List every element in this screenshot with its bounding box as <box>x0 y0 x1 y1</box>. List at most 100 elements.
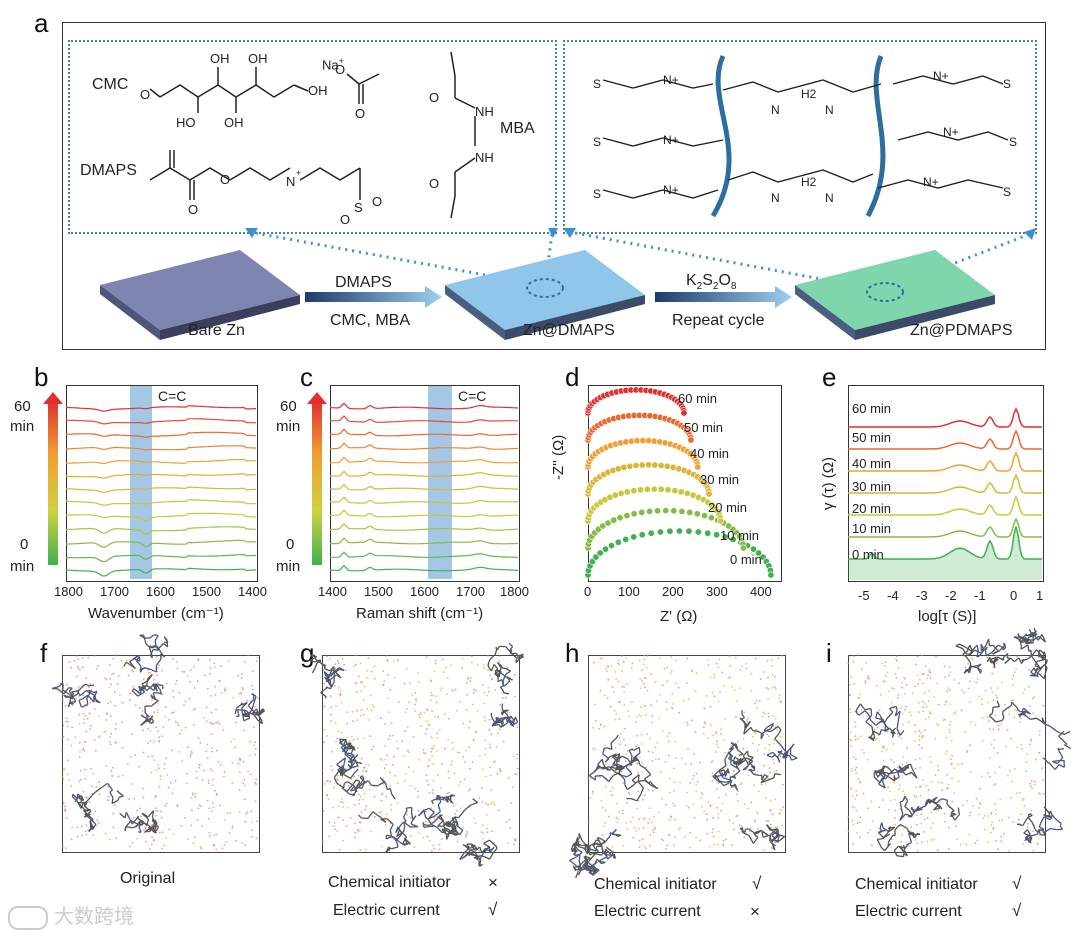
md-ion <box>727 677 730 679</box>
md-ion <box>332 825 335 827</box>
md-ion <box>353 803 356 806</box>
md-polymer-bond <box>728 780 732 784</box>
md-ion <box>924 729 926 731</box>
md-polymer-bond <box>154 640 157 646</box>
md-polymer-bond <box>334 668 340 674</box>
md-polymer-bond <box>76 691 80 695</box>
md-ion <box>853 756 855 759</box>
md-ion <box>207 779 210 782</box>
md-ion <box>638 846 641 848</box>
md-polymer-bond <box>945 800 949 804</box>
md-ion <box>1030 809 1032 812</box>
md-ion <box>488 729 491 731</box>
md-ion <box>321 841 324 843</box>
md-ion <box>592 790 594 793</box>
md-ion <box>921 673 924 675</box>
md-polymer-bond <box>985 651 993 657</box>
md-polymer-bond <box>135 820 143 827</box>
md-ion <box>719 691 721 693</box>
md-ion <box>331 769 334 772</box>
md-ion <box>933 696 936 698</box>
raman-band-label: C=C <box>458 388 487 404</box>
md-ion <box>592 661 595 664</box>
md-polymer-bond <box>422 822 425 826</box>
md-ion <box>990 811 993 814</box>
md-ion <box>89 701 91 704</box>
md-ion <box>917 683 920 686</box>
md-ion <box>110 732 112 735</box>
arrowhead-1 <box>245 228 258 238</box>
md-ion <box>435 701 438 704</box>
md-polymer-bond <box>1027 639 1032 642</box>
md-ion <box>426 708 429 711</box>
md-polymer-bond <box>333 770 340 778</box>
md-ion <box>611 794 614 797</box>
md-polymer-bond <box>1002 653 1009 659</box>
md-ion <box>953 792 956 795</box>
md-ion <box>617 818 620 820</box>
md-ion <box>488 743 491 745</box>
md-ion <box>986 716 989 718</box>
md-ion <box>1016 746 1018 749</box>
md-ion <box>221 692 223 694</box>
md-ion <box>710 724 712 726</box>
md-ion <box>437 716 439 718</box>
md-ion <box>721 802 724 805</box>
md-ion <box>617 680 620 683</box>
md-polymer-bond <box>754 829 762 834</box>
md-polymer-bond <box>341 787 350 795</box>
svg-text:O: O <box>429 90 439 105</box>
md-ion <box>615 678 617 681</box>
md-polymer-bond <box>577 849 583 853</box>
md-polymer-bond <box>1059 825 1064 830</box>
md-polymer-bond <box>607 854 614 860</box>
md-polymer-bond <box>735 743 739 749</box>
md-ion <box>121 667 124 669</box>
md-ion <box>406 749 409 752</box>
md-ion <box>629 821 632 823</box>
raman-tick-3: 1700 <box>456 584 485 599</box>
md-ion <box>750 801 753 804</box>
md-ion <box>94 810 97 812</box>
md-ion <box>253 744 256 747</box>
md-polymer-bond <box>309 660 315 663</box>
md-ion <box>707 801 710 803</box>
md-polymer-bond <box>139 684 148 689</box>
md-ion <box>178 751 181 753</box>
md-ion <box>766 660 769 662</box>
md-ion <box>439 689 442 692</box>
md-ion <box>953 679 956 681</box>
md-ion <box>256 697 259 699</box>
md-ion <box>1015 655 1018 658</box>
md-ion <box>724 751 726 754</box>
md-ion <box>1009 770 1011 772</box>
md-ion <box>254 741 257 744</box>
md-ion <box>669 834 671 836</box>
md-ion <box>467 727 470 729</box>
md-ion <box>483 702 486 705</box>
md-ion <box>703 707 706 710</box>
md-ion <box>97 665 100 668</box>
md-ion <box>408 682 411 685</box>
md-ion <box>480 831 483 833</box>
md-ion <box>847 830 850 832</box>
md-ion <box>149 729 152 732</box>
md-ion <box>929 756 931 758</box>
md-ion <box>131 841 134 844</box>
md-polymer-bond <box>392 835 397 842</box>
md-ion <box>346 807 349 809</box>
cmc-oh4: OH <box>308 83 328 98</box>
md-polymer-bond <box>629 761 634 765</box>
md-ion <box>997 729 1000 731</box>
md-polymer-bond <box>909 837 913 843</box>
md-polymer-bond <box>1043 806 1049 813</box>
md-polymer-bond <box>457 812 463 819</box>
md-ion <box>896 766 899 769</box>
md-ion <box>418 758 420 761</box>
md-ion <box>77 667 80 670</box>
md-ion <box>158 767 160 770</box>
md-ion <box>372 706 375 709</box>
md-polymer-bond <box>498 670 502 678</box>
md-ion <box>430 736 433 739</box>
md-ion <box>878 827 881 830</box>
